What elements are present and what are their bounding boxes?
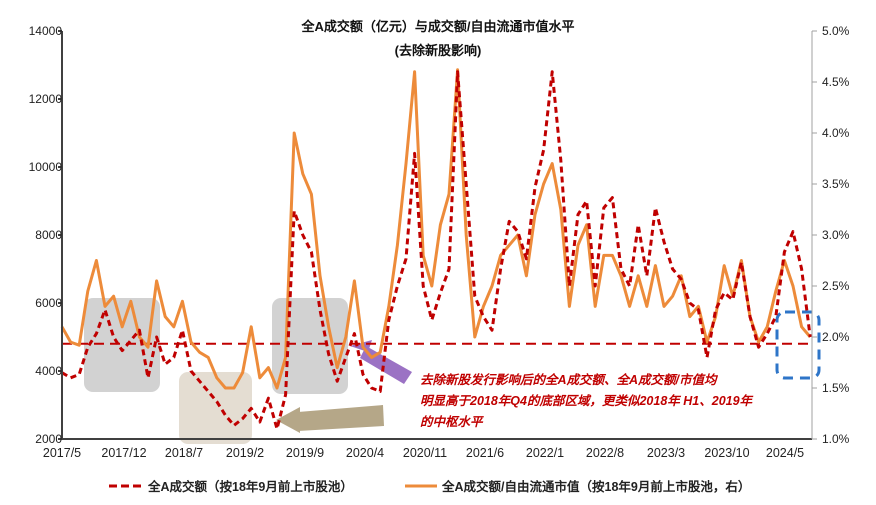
x-tick: 2021/6 xyxy=(465,446,505,460)
highlight-box-2017 xyxy=(84,298,160,392)
x-tick: 2018/7 xyxy=(164,446,204,460)
y-left-tick: 8000 xyxy=(35,228,62,242)
y-left-tick: 6000 xyxy=(35,296,62,310)
x-tick: 2020/11 xyxy=(402,446,448,460)
legend-solid-swatch xyxy=(405,484,437,487)
annotation-line-1: 去除新股发行影响后的全A成交额、全A成交额/市值均 xyxy=(420,373,717,387)
legend-item-turnover-amount: 全A成交额（按18年9月前上市股池） xyxy=(108,476,353,495)
chart-title: 全A成交额（亿元）与成交额/自由流通市值水平 xyxy=(301,19,575,34)
y-left-tick: 2000 xyxy=(35,432,62,446)
legend-dashed-swatch xyxy=(109,484,141,487)
series-turnover-amount xyxy=(61,70,812,431)
chart-subtitle: (去除新股影响) xyxy=(394,43,482,58)
y-left-tick: 12000 xyxy=(28,92,62,106)
x-tick: 2023/10 xyxy=(704,446,750,460)
x-tick: 2017/5 xyxy=(42,446,82,460)
y-right-tick: 1.0% xyxy=(822,432,850,446)
x-tick: 2024/5 xyxy=(765,446,805,460)
highlight-box-2018q4 xyxy=(179,372,252,444)
y-right-tick: 3.0% xyxy=(822,228,850,242)
y-right-tick: 4.0% xyxy=(822,126,850,140)
x-tick: 2019/2 xyxy=(225,446,265,460)
y-right-tick: 4.5% xyxy=(822,75,850,89)
x-tick: 2017/12 xyxy=(101,446,147,460)
tan-arrow xyxy=(276,405,384,433)
y-right-tick: 1.5% xyxy=(822,381,850,395)
y-left-tick: 14000 xyxy=(28,24,62,38)
x-tick: 2020/4 xyxy=(345,446,385,460)
y-right-tick: 2.5% xyxy=(822,279,850,293)
y-right-tick: 3.5% xyxy=(822,177,850,191)
y-left-tick: 4000 xyxy=(35,364,62,378)
legend-label-1: 全A成交额（按18年9月前上市股池） xyxy=(148,480,353,494)
series-turnover-ratio xyxy=(60,68,812,390)
y-right-tick: 5.0% xyxy=(822,24,850,38)
y-left-tick: 10000 xyxy=(28,160,62,174)
x-tick: 2022/1 xyxy=(525,446,565,460)
legend-label-2: 全A成交额/自由流通市值（按18年9月前上市股池，右） xyxy=(442,480,751,494)
y-right-tick: 2.0% xyxy=(822,330,850,344)
x-tick: 2019/9 xyxy=(285,446,325,460)
annotation-line-3: 的中枢水平 xyxy=(420,415,483,429)
x-tick: 2022/8 xyxy=(585,446,625,460)
annotation-line-2: 明显高于2018年Q4的底部区域，更类似2018年 H1、2019年 xyxy=(420,394,753,408)
annotation-text: 去除新股发行影响后的全A成交额、全A成交额/市值均 明显高于2018年Q4的底部… xyxy=(420,370,780,433)
legend-item-turnover-ratio: 全A成交额/自由流通市值（按18年9月前上市股池，右） xyxy=(404,476,750,495)
x-tick: 2023/3 xyxy=(646,446,686,460)
highlight-box-2024 xyxy=(775,310,821,380)
